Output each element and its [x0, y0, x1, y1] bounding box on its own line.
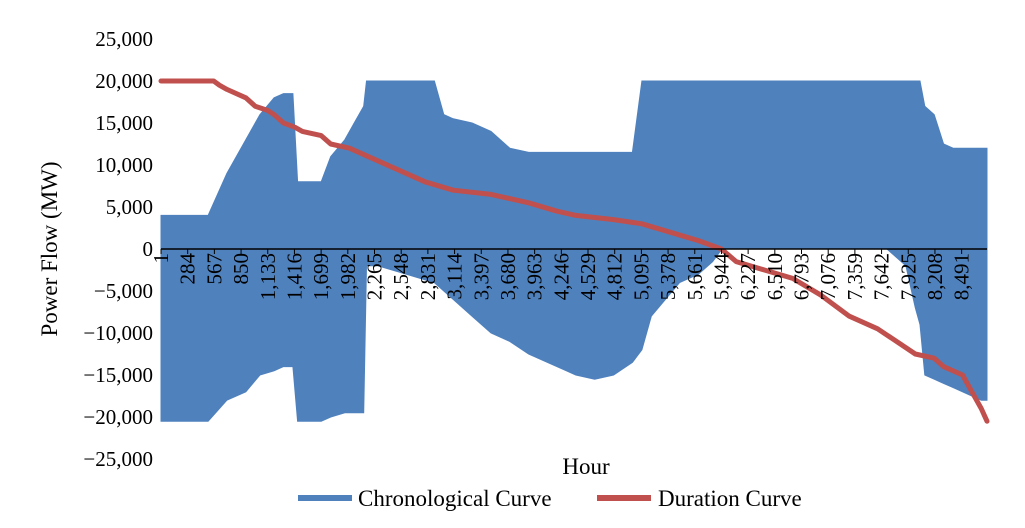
- legend-label-duration: Duration Curve: [658, 486, 802, 511]
- x-tick-label: 567: [202, 253, 226, 285]
- axes: [160, 248, 987, 254]
- x-tick-label: 5,095: [629, 253, 653, 300]
- y-tick-label: 25,000: [95, 27, 153, 51]
- x-tick-label: 8,208: [923, 253, 947, 300]
- x-tick-label: 1,982: [336, 253, 360, 300]
- x-tick-label: 1,699: [309, 253, 333, 300]
- x-tick-label: 2,265: [363, 253, 387, 300]
- x-tick-label: 1,416: [282, 253, 306, 300]
- x-axis-title: Hour: [562, 454, 610, 479]
- x-tick-label: 850: [229, 253, 253, 285]
- y-tick-label: 15,000: [95, 111, 153, 135]
- x-tick-label: 6,793: [790, 253, 814, 300]
- legend-label-chronological: Chronological Curve: [358, 486, 552, 511]
- x-tick-label: 4,529: [576, 253, 600, 300]
- x-tick-label: 3,963: [523, 253, 547, 300]
- x-tick-label: 7,076: [816, 253, 840, 300]
- series-chronological-curve: [160, 80, 988, 422]
- y-tick-label: 20,000: [95, 69, 153, 93]
- x-tick-label: 1,133: [256, 253, 280, 300]
- x-tick-label: 6,510: [763, 253, 787, 300]
- x-tick-label: 3,397: [469, 253, 493, 300]
- y-tick-label: −15,000: [83, 363, 153, 387]
- y-tick-label: −20,000: [83, 405, 153, 429]
- x-tick-label: 284: [176, 253, 200, 285]
- x-tick-label: 3,114: [443, 253, 467, 300]
- x-tick-label: 3,680: [496, 253, 520, 300]
- x-tick-label: 1: [149, 253, 173, 264]
- x-tick-label: 4,246: [549, 253, 573, 300]
- series-duration-curve: [158, 78, 990, 424]
- x-tick-labels: 1 284 567 850 1,133 1,416 1,699 1,982 2,265 2,548…: [149, 253, 974, 301]
- y-tick-label: 0: [143, 237, 154, 261]
- x-tick-label: 7,359: [843, 253, 867, 300]
- y-tick-label: −25,000: [83, 447, 153, 471]
- x-tick-label: 5,661: [683, 253, 707, 300]
- y-tick-labels: 25,000 20,000 15,000 10,000 5,000 0 −5,000 −10,…: [83, 27, 153, 471]
- x-tick-label: 6,227: [736, 253, 760, 300]
- series-layer: [158, 78, 990, 424]
- x-tick-label: 2,548: [389, 253, 413, 300]
- y-axis-title: Power Flow (MW): [37, 161, 62, 336]
- y-tick-label: 5,000: [106, 195, 153, 219]
- x-tick-label: 5,944: [709, 253, 733, 301]
- y-tick-label: −10,000: [83, 321, 153, 345]
- x-tick-label: 4,812: [603, 253, 627, 300]
- x-tick-label: 2,831: [416, 253, 440, 300]
- legend: Chronological Curve Duration Curve: [298, 486, 802, 511]
- y-tick-label: 10,000: [95, 153, 153, 177]
- y-tick-label: −5,000: [94, 279, 153, 303]
- x-tick-label: 5,378: [656, 253, 680, 300]
- x-tick-label: 8,491: [950, 253, 974, 300]
- x-tick-label: 7,925: [896, 253, 920, 300]
- plot-area: [160, 80, 988, 422]
- x-tick-label: 7,642: [870, 253, 894, 300]
